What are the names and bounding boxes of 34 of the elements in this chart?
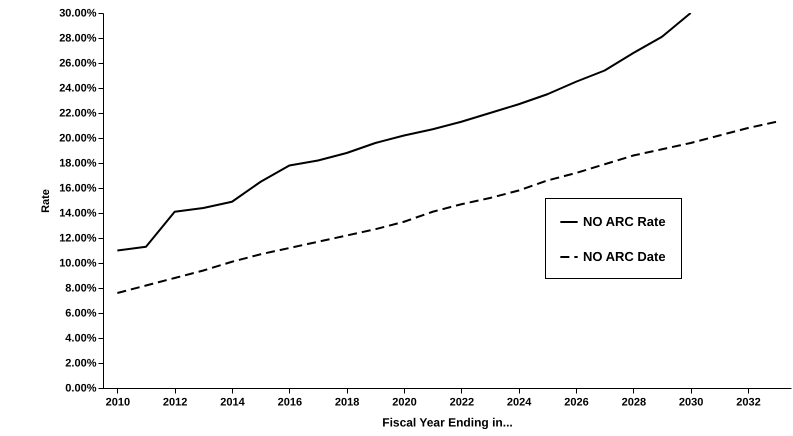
x-tick-label: 2032	[736, 396, 761, 408]
y-tick-label: 20.00%	[59, 132, 97, 144]
x-tick-label: 2030	[678, 396, 704, 408]
y-tick-label: 14.00%	[59, 208, 97, 220]
x-tick-label: 2028	[622, 396, 646, 408]
y-tick-label: 0.00%	[65, 382, 97, 394]
y-tick-label: 22.00%	[59, 108, 97, 120]
x-tick-label: 2016	[278, 396, 302, 408]
y-tick-label: 16.00%	[59, 182, 97, 194]
y-axis-title: Rate	[40, 189, 52, 213]
x-tick-label: 2026	[564, 396, 589, 408]
legend-label: NO ARC Rate	[583, 214, 666, 229]
line-series	[116, 120, 778, 294]
y-tick-label: 2.00%	[65, 358, 97, 370]
y-tick-label: 6.00%	[65, 308, 97, 320]
y-tick-label: 18.00%	[59, 158, 97, 170]
y-tick-label: 28.00%	[59, 32, 97, 44]
x-tick-label: 2020	[392, 396, 417, 408]
x-tick-label: 2010	[106, 396, 130, 408]
y-tick-label: 8.00%	[65, 282, 97, 294]
x-tick-label: 2018	[334, 396, 360, 408]
x-tick-label: 2022	[450, 396, 474, 408]
x-axis-title: Fiscal Year Ending in...	[382, 416, 513, 430]
y-tick-label: 26.00%	[59, 58, 97, 70]
y-tick-label: 10.00%	[59, 258, 97, 270]
line-series	[116, 13, 692, 252]
y-tick-label: 12.00%	[59, 232, 97, 244]
y-tick-label: 30.00%	[59, 8, 97, 20]
y-tick-label: 4.00%	[65, 332, 97, 344]
legend-label: NO ARC Date	[583, 249, 666, 264]
y-tick-label: 24.00%	[59, 82, 97, 94]
x-tick-label: 2014	[220, 396, 246, 408]
x-tick-label: 2012	[162, 396, 188, 408]
x-tick-label: 2024	[506, 396, 532, 408]
